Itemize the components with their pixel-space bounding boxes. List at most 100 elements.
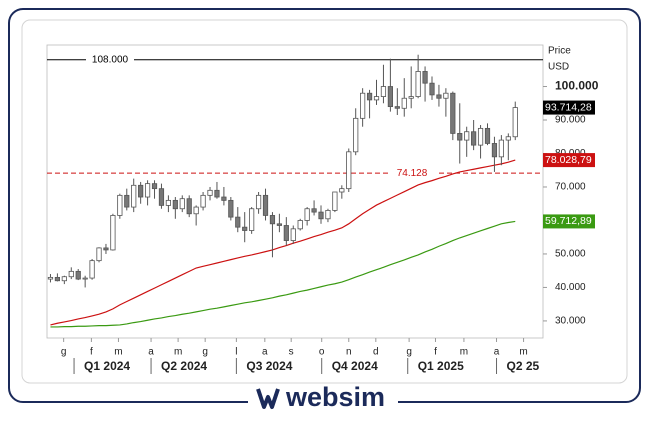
x-tick-label: n xyxy=(346,347,352,358)
value-tag xyxy=(543,153,595,168)
candle-body xyxy=(353,117,359,153)
candle-body xyxy=(505,136,511,141)
candle-body xyxy=(360,92,366,119)
x-tick-label: l xyxy=(235,347,237,358)
x-tick-label: m xyxy=(460,347,468,358)
candle-body xyxy=(471,131,477,146)
y-tick-label: 100.000 xyxy=(555,79,599,93)
level-label: 74.128 xyxy=(397,168,428,179)
candle-body xyxy=(214,189,220,198)
candle-body xyxy=(207,189,213,196)
candle-body xyxy=(235,216,241,228)
candle-body xyxy=(193,206,199,215)
candle-body xyxy=(498,139,504,158)
value-tag-label: 93.714,28 xyxy=(545,101,592,113)
candle-body xyxy=(262,194,269,216)
candle-body xyxy=(443,92,449,99)
candle-body xyxy=(366,92,373,101)
candle-body xyxy=(47,276,54,280)
x-tick-label: m xyxy=(519,347,527,358)
candle-body xyxy=(144,183,151,198)
quarter-label: Q2 2024 xyxy=(161,359,207,373)
candle-body xyxy=(408,96,414,99)
candle-body xyxy=(457,133,463,141)
x-tick-label: s xyxy=(289,347,294,358)
candle-body xyxy=(484,127,491,144)
candle-body xyxy=(429,82,435,96)
candle-body xyxy=(304,208,310,221)
level-label-bg xyxy=(388,167,436,180)
value-tag-label: 59.712,89 xyxy=(545,215,592,227)
candle-body xyxy=(464,131,470,141)
value-tag-label: 78.028,79 xyxy=(545,154,592,166)
level-label: 108.000 xyxy=(92,54,129,65)
candle-body xyxy=(179,198,185,210)
candle-body xyxy=(96,247,102,262)
candle-body xyxy=(318,211,324,220)
candle-body xyxy=(158,188,165,206)
y-tick-label: 70.000 xyxy=(555,182,586,193)
candle-body xyxy=(373,96,380,101)
candle-body xyxy=(165,199,171,206)
candle-body xyxy=(394,106,400,109)
quarter-label: Q3 2024 xyxy=(246,359,292,373)
candle-body xyxy=(491,143,498,158)
candle-body xyxy=(422,71,428,84)
y-tick-label: 40.000 xyxy=(555,282,586,293)
candle-body xyxy=(138,184,144,198)
candle-body xyxy=(124,194,130,208)
x-tick-label: o xyxy=(319,347,325,358)
plot-area xyxy=(46,44,544,339)
x-tick-label: a xyxy=(148,347,154,358)
candle-body xyxy=(477,127,484,146)
x-tick-label: d xyxy=(373,347,379,358)
candle-body xyxy=(380,86,387,97)
candle-body xyxy=(332,191,338,211)
candle-body xyxy=(283,225,289,241)
x-tick-label: m xyxy=(174,347,182,358)
candle-body xyxy=(186,198,192,215)
candle-body xyxy=(242,226,248,231)
candle-body xyxy=(325,210,331,220)
x-tick-label: g xyxy=(202,347,208,358)
chart-panel xyxy=(21,19,628,384)
candle-body xyxy=(221,196,227,201)
x-tick-label: a xyxy=(494,347,500,358)
moving-average-line xyxy=(50,220,516,328)
candle-body xyxy=(255,194,262,210)
candle-body xyxy=(387,86,393,108)
brand-name: websim xyxy=(285,382,385,412)
quarter-label: Q1 2025 xyxy=(418,359,464,373)
candle-body xyxy=(311,208,317,213)
value-tag xyxy=(543,214,595,229)
x-tick-label: a xyxy=(262,347,268,358)
logo-icon xyxy=(256,388,280,409)
candle-body xyxy=(151,183,158,190)
candle-body xyxy=(75,270,81,280)
candle-body xyxy=(103,247,109,251)
candle-body xyxy=(228,199,234,218)
candle-body xyxy=(131,184,137,208)
x-tick-label: g xyxy=(61,347,67,358)
candle-body xyxy=(415,71,421,97)
candle-body xyxy=(269,215,276,225)
level-label-bg xyxy=(86,53,134,66)
value-tag xyxy=(543,100,595,115)
candle-body xyxy=(297,220,303,230)
candle-body xyxy=(68,270,74,278)
candle-body xyxy=(512,107,518,138)
y-tick-label: 30.000 xyxy=(555,316,586,327)
x-tick-label: g xyxy=(406,347,412,358)
moving-average-line xyxy=(50,159,516,326)
candle-body xyxy=(450,92,456,134)
quarter-label: Q1 2024 xyxy=(84,359,130,373)
candle-body xyxy=(290,228,296,241)
candle-body xyxy=(117,194,123,216)
candle-body xyxy=(276,223,282,226)
candle-body xyxy=(110,215,116,251)
y-tick-label: 90.000 xyxy=(555,115,586,126)
candle-body xyxy=(436,94,442,99)
y-tick-label: 50.000 xyxy=(555,249,586,260)
candle-body xyxy=(82,277,88,280)
